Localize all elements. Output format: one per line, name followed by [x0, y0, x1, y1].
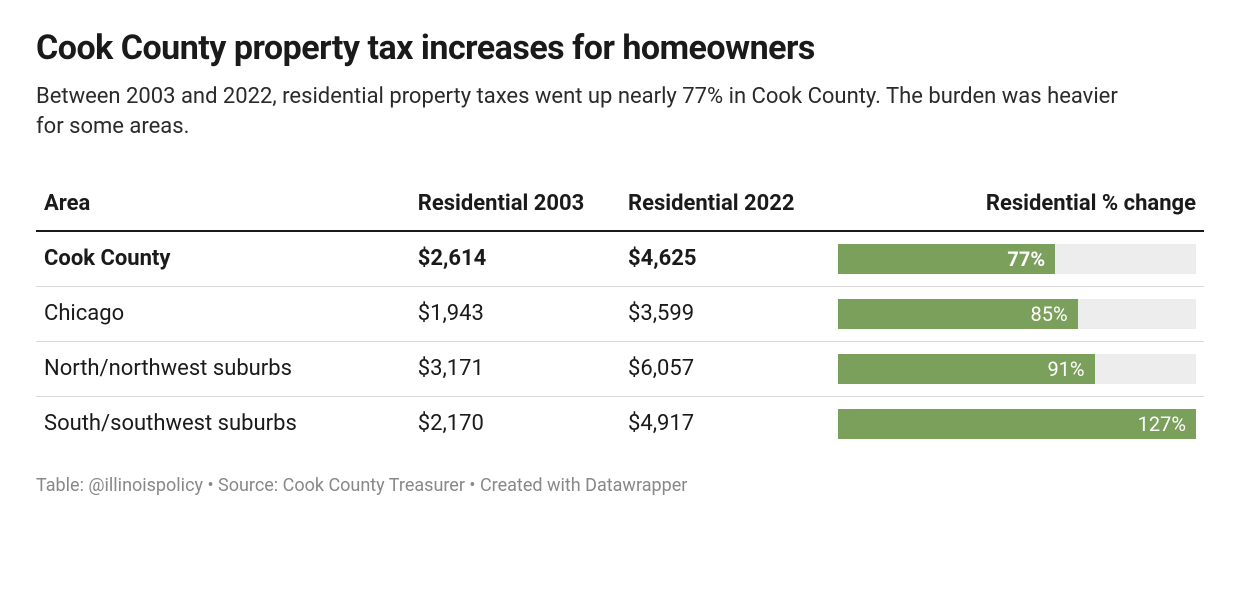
table-row: Cook County $2,614 $4,625 77% [36, 231, 1204, 287]
cell-res2003: $2,170 [418, 411, 484, 436]
cell-area: South/southwest suburbs [44, 411, 297, 436]
col-header-res2022: Residential 2022 [620, 181, 830, 230]
bar-label: 77% [1007, 247, 1045, 271]
bar-track: 127% [838, 409, 1196, 439]
chart-footer: Table: @illinoispolicy • Source: Cook Co… [36, 475, 1204, 496]
table-body: Cook County $2,614 $4,625 77% Chicago $1… [36, 231, 1204, 451]
cell-res2022: $3,599 [628, 301, 694, 326]
cell-res2022: $4,917 [628, 411, 694, 436]
cell-res2022: $4,625 [628, 246, 697, 271]
bar-fill: 85% [838, 299, 1077, 329]
cell-area: North/northwest suburbs [44, 356, 292, 381]
cell-res2022: $6,057 [628, 356, 694, 381]
table-row: North/northwest suburbs $3,171 $6,057 91… [36, 341, 1204, 396]
bar-fill: 127% [838, 409, 1196, 439]
bar-fill: 91% [838, 354, 1094, 384]
table-row: Chicago $1,943 $3,599 85% [36, 286, 1204, 341]
bar-label: 85% [1031, 302, 1068, 326]
bar-label: 127% [1138, 412, 1186, 436]
bar-fill: 77% [838, 244, 1055, 274]
bar-track: 85% [838, 299, 1196, 329]
cell-res2003: $1,943 [418, 301, 484, 326]
bar-track: 77% [838, 244, 1196, 274]
bar-label: 91% [1047, 357, 1084, 381]
cell-area: Chicago [44, 301, 124, 326]
cell-area: Cook County [44, 246, 170, 271]
chart-subtitle: Between 2003 and 2022, residential prope… [36, 82, 1136, 141]
col-header-pctchange: Residential % change [830, 181, 1204, 230]
cell-res2003: $2,614 [418, 246, 487, 271]
bar-track: 91% [838, 354, 1196, 384]
table-row: South/southwest suburbs $2,170 $4,917 12… [36, 396, 1204, 451]
cell-res2003: $3,171 [418, 356, 484, 381]
col-header-res2003: Residential 2003 [410, 181, 620, 230]
col-header-area: Area [36, 181, 410, 230]
data-table: Area Residential 2003 Residential 2022 R… [36, 181, 1204, 450]
chart-title: Cook County property tax increases for h… [36, 28, 1204, 68]
table-header-row: Area Residential 2003 Residential 2022 R… [36, 181, 1204, 230]
